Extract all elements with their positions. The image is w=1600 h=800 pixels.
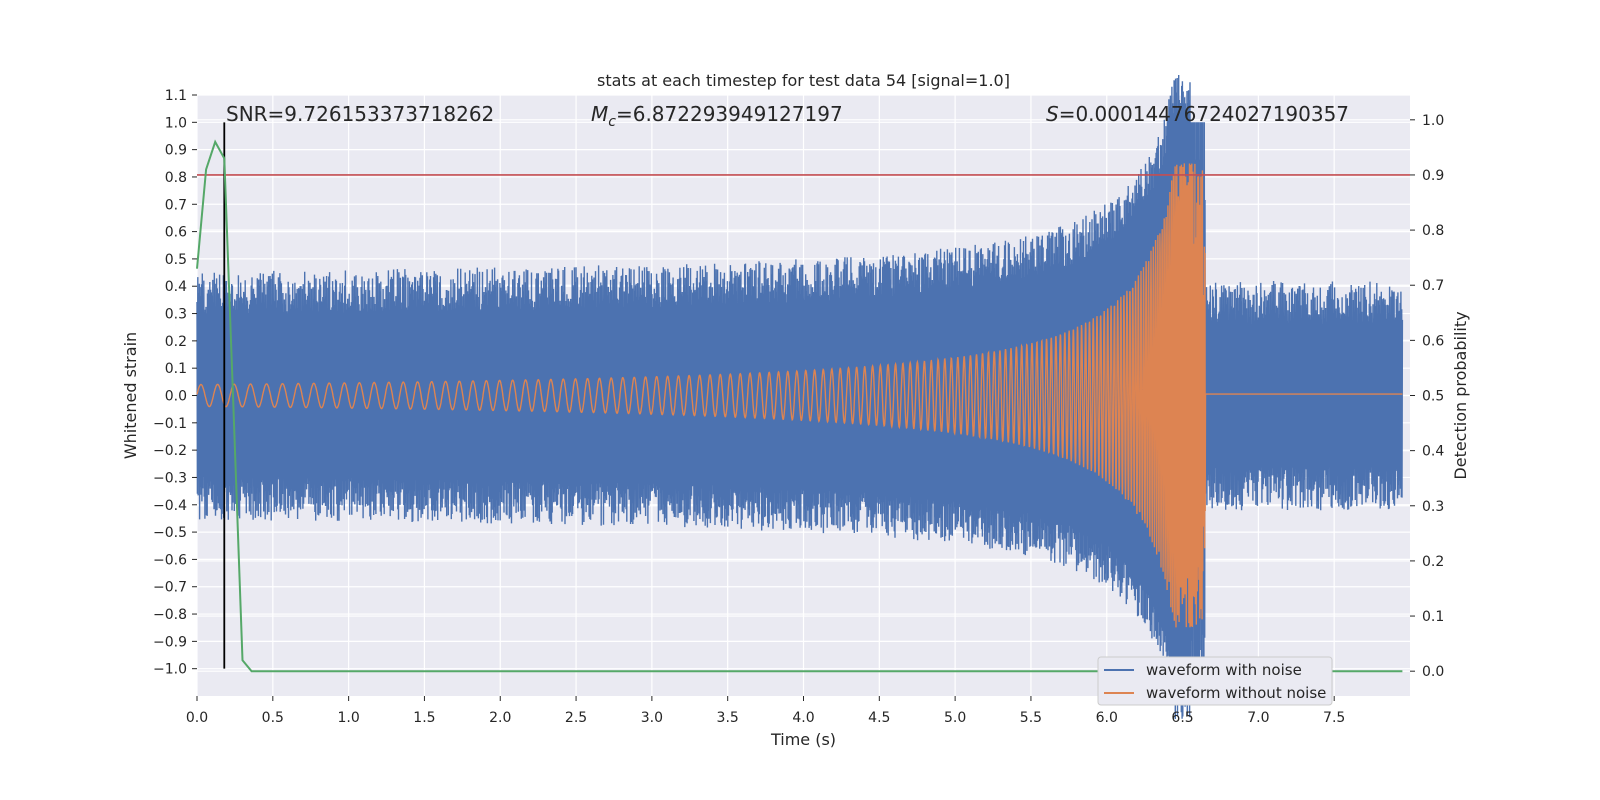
y-tick-label: 0.3 [165, 307, 187, 323]
y-tick-label: 0.7 [165, 197, 187, 213]
mc-symbol: M [591, 102, 608, 126]
x-axis-label: Time (s) [770, 730, 836, 749]
y-tick-label: 0.0 [165, 389, 187, 405]
legend-label-clean: waveform without noise [1146, 684, 1326, 702]
s-value: =0.00014476724027190357 [1059, 102, 1349, 126]
x-tick-label: 6.0 [1096, 710, 1118, 726]
legend: waveform with noise waveform without noi… [1097, 656, 1333, 706]
y-tick-label: 0.2 [165, 334, 187, 350]
y2-tick-label: 0.3 [1422, 499, 1444, 515]
x-tick-label: 1.0 [337, 710, 359, 726]
y-tick-label: −0.2 [153, 443, 187, 459]
s-annotation: S=0.00014476724027190357 [1046, 102, 1349, 126]
x-tick-label: 7.0 [1247, 710, 1269, 726]
x-tick-label: 7.5 [1323, 710, 1345, 726]
chirp-mass-annotation: Mc=6.872293949127197 [591, 102, 843, 130]
legend-label-noise: waveform with noise [1146, 661, 1302, 679]
y-tick-label: −0.1 [153, 416, 187, 432]
x-tick-label: 2.5 [565, 710, 587, 726]
x-tick-label: 6.5 [1171, 710, 1193, 726]
y2-tick-label: 0.6 [1422, 333, 1444, 349]
x-tick-label: 5.5 [1020, 710, 1042, 726]
y2-tick-label: 0.1 [1422, 609, 1444, 625]
mc-value: =6.872293949127197 [616, 102, 843, 126]
y-axis-label: Whitened strain [121, 332, 140, 459]
y-tick-label: −0.4 [153, 498, 187, 514]
snr-annotation: SNR=9.726153373718262 [226, 102, 494, 126]
y-tick-label: 0.5 [165, 252, 187, 268]
axes: 0.0 0.5 1.0 1.5 2.0 2.5 3.0 3.5 4.0 4.5 5.0 5.5 6.0 6… [153, 88, 1444, 726]
chart-title: stats at each timestep for test data 54 … [597, 71, 1010, 90]
x-tick-label: 4.0 [792, 710, 814, 726]
legend-box [1097, 656, 1333, 706]
y2-tick-label: 0.8 [1422, 223, 1444, 239]
y2-axis-label: Detection probability [1451, 311, 1470, 479]
y-tick-label: 1.1 [165, 88, 187, 104]
y2-tick-label: 0.4 [1422, 444, 1444, 460]
y-tick-label: −1.0 [153, 662, 187, 678]
y2-tick-label: 0.7 [1422, 278, 1444, 294]
y-tick-label: −0.8 [153, 607, 187, 623]
x-tick-label: 3.5 [717, 710, 739, 726]
y2-tick-label: 1.0 [1422, 113, 1444, 129]
y-tick-label: 1.0 [165, 115, 187, 131]
series-line-waveform-without-noise [196, 163, 1403, 628]
overlay [196, 122, 1410, 673]
y-tick-label: −0.5 [153, 525, 187, 541]
series-line-detection-probability [196, 139, 1403, 673]
mc-subscript: c [608, 114, 616, 130]
y-tick-label: 0.8 [165, 170, 187, 186]
x-tick-label: 2.0 [489, 710, 511, 726]
strain-series [196, 74, 1404, 720]
x-tick-label: 0.5 [262, 710, 284, 726]
x-tick-label: 4.5 [868, 710, 890, 726]
x-tick-label: 3.0 [641, 710, 663, 726]
y-tick-label: 0.9 [165, 143, 187, 159]
y-tick-label: −0.3 [153, 470, 187, 486]
y2-tick-label: 0.0 [1422, 664, 1444, 680]
y2-tick-label: 0.2 [1422, 554, 1444, 570]
y2-tick-label: 0.5 [1422, 389, 1444, 405]
y-tick-label: 0.6 [165, 225, 187, 241]
x-tick-label: 5.0 [944, 710, 966, 726]
y-tick-label: 0.4 [165, 279, 187, 295]
x-tick-label: 1.5 [413, 710, 435, 726]
y2-tick-label: 0.9 [1422, 168, 1444, 184]
x-tick-label: 0.0 [186, 710, 208, 726]
y-tick-label: −0.7 [153, 580, 187, 596]
y-tick-label: 0.1 [165, 361, 187, 377]
y-tick-label: −0.9 [153, 634, 187, 650]
y-tick-label: −0.6 [153, 552, 187, 568]
s-symbol: S [1046, 102, 1059, 126]
